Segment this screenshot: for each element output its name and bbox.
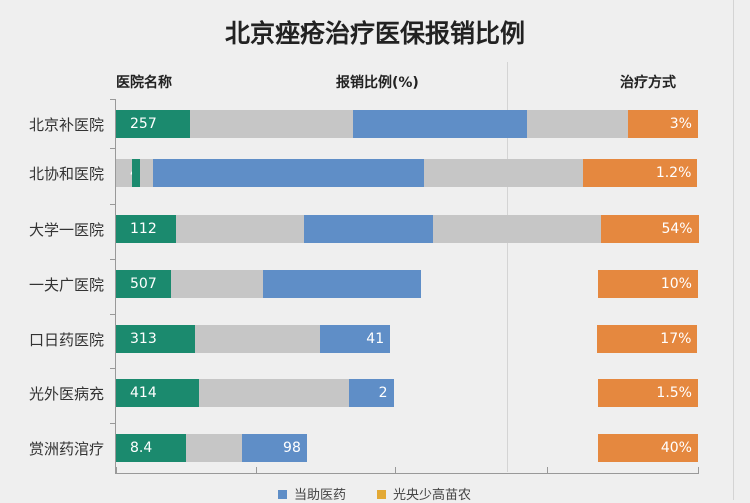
category-label: 光外医病充 [28, 385, 104, 403]
y-tick [110, 204, 116, 205]
data-label: 40% [660, 440, 692, 456]
bar-segment-green [116, 434, 186, 462]
legend-label: 当助医药 [294, 488, 347, 503]
y-tick [110, 423, 116, 424]
bar-segment-gray [139, 159, 153, 187]
bar-segment-blue [352, 110, 527, 138]
bar-segment-green [116, 110, 190, 138]
bar-segment-gray [424, 159, 584, 187]
bar-segment-orange [597, 270, 698, 298]
y-tick [110, 368, 116, 369]
y-axis-line [115, 100, 116, 474]
data-label: 507 [130, 276, 157, 292]
bar-segment-orange [601, 215, 699, 243]
bar-segment-blue [303, 215, 434, 243]
bar-segment-green [116, 325, 196, 353]
bar-segment-green [116, 215, 176, 243]
bar-segment-orange [597, 325, 698, 353]
data-label: 8.4 [130, 440, 153, 456]
category-label: 赏洲药涫疗 [28, 440, 104, 458]
data-label: 257 [130, 116, 157, 132]
category-label: 一夫广医院 [28, 276, 104, 294]
bar-segment-gray [116, 159, 132, 187]
category-label: 大学一医院 [28, 221, 104, 239]
x-tick [698, 467, 699, 473]
bar-segment-blue [241, 434, 307, 462]
divider-line [507, 62, 508, 472]
data-label: 112 [130, 221, 157, 237]
divider-line [733, 0, 734, 500]
bar-segment-green [131, 159, 140, 187]
x-tick [255, 467, 257, 473]
x-axis-line [115, 473, 699, 474]
data-label: 98 [283, 440, 301, 456]
x-tick [116, 467, 117, 473]
bar-segment-orange [583, 159, 698, 187]
bar-segment-orange [628, 110, 698, 138]
legend-swatch-yellow [377, 490, 386, 499]
bar-segment-gray [526, 110, 629, 138]
header-hospital-name: 医院名称 [116, 75, 172, 91]
category-label: 北协和医院 [28, 165, 104, 183]
legend-label: 光央少高苗农 [393, 488, 472, 503]
bar-segment-blue [320, 325, 391, 353]
y-tick [110, 259, 116, 260]
header-reimbursement-ratio: 报销比例(%) [336, 75, 419, 91]
x-tick [395, 467, 397, 473]
data-label: 414 [130, 385, 157, 401]
y-tick [110, 314, 116, 315]
bar-segment-green [116, 379, 200, 407]
bar-segment-blue [152, 159, 425, 187]
data-label: 313 [130, 331, 157, 347]
y-tick [110, 99, 116, 100]
bar-segment-blue [263, 270, 421, 298]
data-label: 41 [366, 331, 385, 347]
data-label: 17% [660, 331, 692, 347]
bar-segment-gray [433, 215, 602, 243]
bar-segment-gray [189, 110, 353, 138]
category-label: 口日药医院 [28, 331, 104, 349]
data-label: 54% [661, 221, 693, 237]
category-label: 北京补医院 [28, 116, 104, 134]
x-tick [546, 467, 548, 473]
bar-segment-gray [175, 215, 304, 243]
bar-segment-orange [597, 434, 698, 462]
bar-segment-green [116, 270, 172, 298]
data-label: 1.5% [656, 385, 692, 401]
data-label: 1.2% [655, 165, 692, 181]
bar-segment-orange [597, 379, 698, 407]
y-tick [110, 148, 116, 149]
chart-title: 北京痤疮治疗医保报销比例 [224, 19, 525, 48]
header-treatment-method: 治疗方式 [620, 75, 676, 91]
bar-segment-gray [185, 434, 242, 462]
bar-segment-gray [199, 379, 350, 407]
legend-swatch-blue [278, 490, 287, 499]
data-label: 10% [660, 276, 692, 292]
bar-segment-gray [171, 270, 264, 298]
bar-segment-blue [349, 379, 394, 407]
data-label: 2 [378, 385, 388, 401]
bar-segment-gray [195, 325, 321, 353]
data-label: 3% [669, 116, 692, 132]
